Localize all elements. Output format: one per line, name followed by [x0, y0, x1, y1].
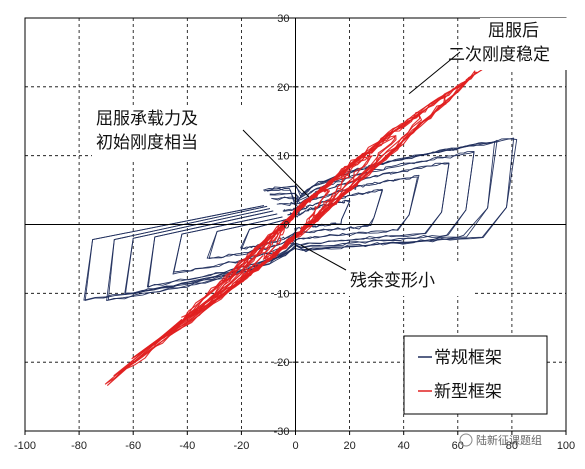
annotation-bg: [480, 18, 585, 70]
series-tip: [465, 69, 483, 81]
x-tick-label: -80: [71, 440, 87, 452]
x-tick-label: -60: [125, 440, 141, 452]
annotation-3: 残余变形小: [300, 244, 475, 296]
watermark: 陆新征课题组: [459, 433, 542, 447]
x-tick-label: 0: [292, 440, 298, 452]
annotation-leader: [300, 244, 347, 271]
legend-label: 常规框架: [434, 348, 502, 368]
annotation-text: 二次刚度稳定: [448, 45, 550, 65]
x-tick-label: -20: [233, 440, 249, 452]
y-tick-label: -30: [274, 426, 290, 438]
annotation-text: 初始刚度相当: [96, 133, 198, 153]
y-tick-label: -20: [274, 357, 290, 369]
annotation-leader: [242, 129, 310, 198]
annotation-text: 屈服承载力及: [96, 109, 198, 129]
annotation-bg: [345, 264, 475, 296]
legend-label: 新型框架: [434, 382, 502, 402]
y-tick-label: 0: [283, 220, 289, 232]
series-loop: [83, 138, 518, 301]
wechat-icon: [459, 433, 473, 447]
y-tick-label: 20: [277, 82, 289, 94]
annotation-text: 残余变形小: [350, 271, 435, 291]
series-loop: [124, 151, 475, 295]
x-tick-label: 20: [343, 440, 355, 452]
legend-box: [403, 335, 548, 415]
plot-series: [83, 69, 518, 386]
x-tick-label: 100: [557, 440, 575, 452]
series-loop: [125, 150, 475, 294]
x-tick-label: 80: [506, 440, 518, 452]
y-tick-label: 30: [277, 13, 289, 25]
series-loop: [107, 70, 476, 386]
annotation-leader: [408, 51, 461, 95]
watermark-text: 陆新征课题组: [476, 433, 542, 447]
annotation-text: 屈服后: [488, 21, 539, 41]
x-tick-label: 60: [452, 440, 464, 452]
x-tick-label: 40: [398, 440, 410, 452]
tick-labels: -100 -80 -60 -40 -20 0 20 40 60 80 1003020100-10-2…: [14, 13, 575, 452]
y-tick-label: -10: [274, 288, 290, 300]
series-loop: [147, 162, 450, 288]
y-tick-label: 10: [277, 151, 289, 163]
x-tick-label: -100: [14, 440, 36, 452]
x-tick-label: -40: [179, 440, 195, 452]
annotation-bg: [92, 106, 242, 160]
